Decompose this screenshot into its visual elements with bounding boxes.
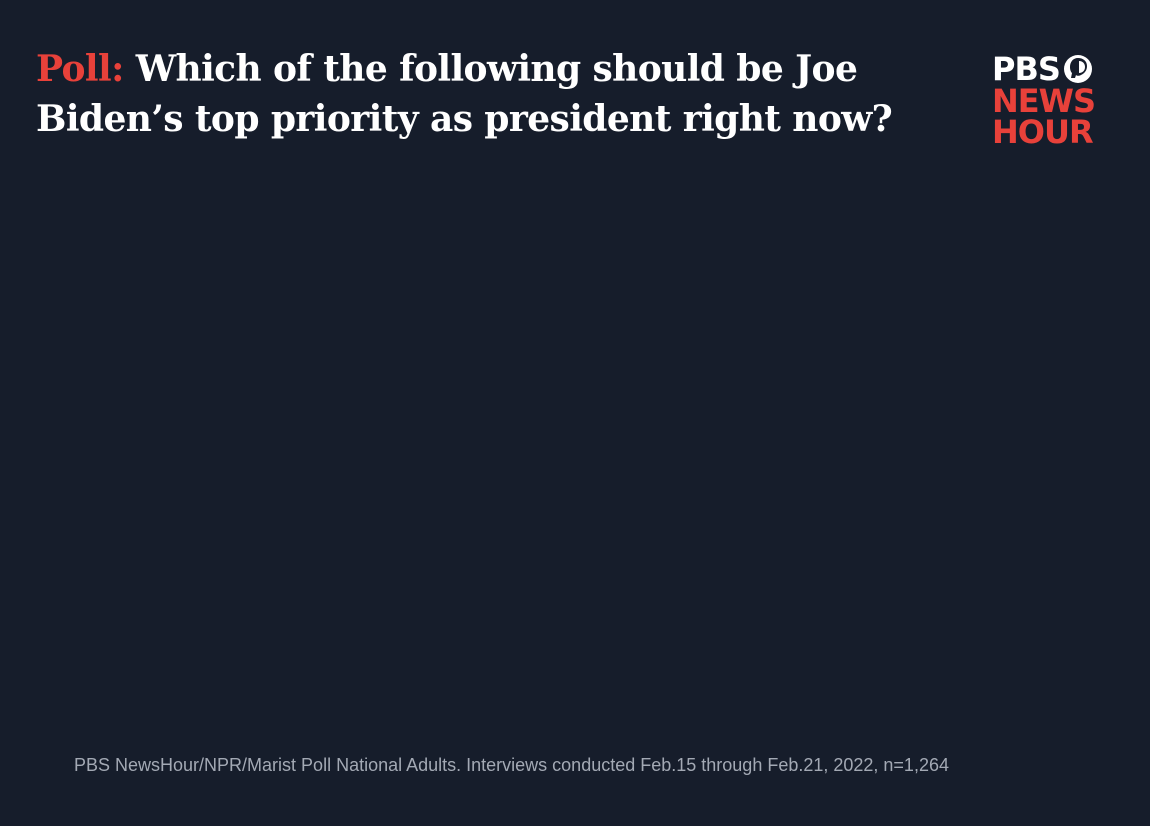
- poll-label: Poll:: [36, 48, 124, 90]
- poll-title: Poll: Which of the following should be J…: [36, 44, 976, 144]
- poll-question: Which of the following should be Joe Bid…: [36, 48, 893, 140]
- pbs-logo-text: PBS: [992, 50, 1061, 88]
- source-footnote: PBS NewsHour/NPR/Marist Poll National Ad…: [74, 755, 949, 775]
- pbs-logo-row: PBS: [992, 52, 1110, 86]
- hour-logo-text: HOUR: [992, 113, 1094, 151]
- pbs-head-icon: [1063, 55, 1092, 83]
- news-logo-text: NEWS: [992, 82, 1096, 120]
- pbs-newshour-logo: PBS NEWS HOUR: [992, 52, 1110, 148]
